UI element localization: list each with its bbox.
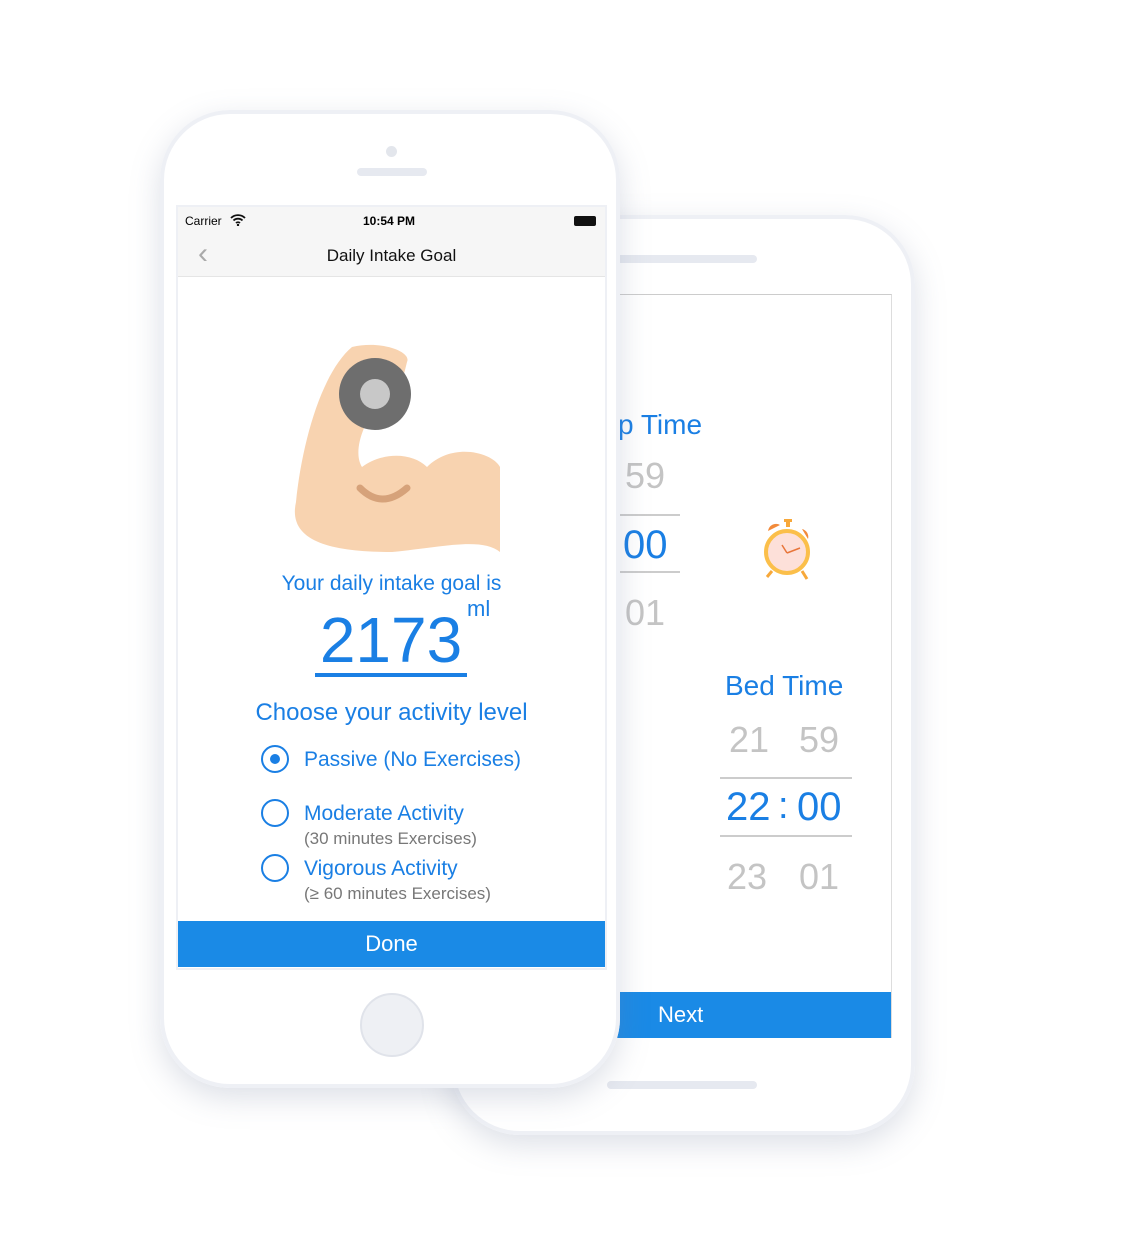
- bed-hour-selected[interactable]: 22: [726, 785, 771, 829]
- radio-button[interactable]: [261, 745, 289, 773]
- option-sublabel: (30 minutes Exercises): [304, 829, 477, 848]
- bed-time-title: Bed Time: [725, 670, 844, 701]
- bed-minute-selected[interactable]: 00: [797, 785, 842, 829]
- goal-underline: [315, 673, 467, 677]
- divider: [612, 571, 680, 573]
- nav-bar: ‹ Daily Intake Goal: [178, 235, 605, 277]
- wake-minute-next[interactable]: 01: [625, 592, 666, 633]
- home-button[interactable]: [360, 993, 424, 1057]
- bed-hour-prev[interactable]: 21: [729, 719, 770, 760]
- alarm-clock-icon: [764, 519, 810, 580]
- goal-value[interactable]: 2173: [319, 604, 463, 676]
- option-label: Moderate Activity: [304, 802, 464, 825]
- carrier: Carrier: [185, 214, 222, 228]
- divider: [720, 835, 852, 837]
- option-label: Vigorous Activity: [304, 857, 458, 880]
- wifi-icon: [230, 214, 246, 226]
- divider: [720, 777, 852, 779]
- activity-heading: Choose your activity level: [255, 699, 528, 726]
- clock: 10:54 PM: [363, 214, 416, 228]
- bottom-bar: [607, 1081, 757, 1089]
- wake-minute-prev[interactable]: 59: [625, 455, 666, 496]
- speaker: [607, 255, 757, 263]
- divider: [612, 514, 680, 516]
- camera: [386, 146, 397, 157]
- battery-icon: [574, 216, 596, 226]
- status-bar: Carrier 10:54 PM: [178, 207, 605, 235]
- radio-button[interactable]: [261, 854, 289, 882]
- goal-label: Your daily intake goal is: [281, 572, 502, 595]
- wake-time-title: p Time: [618, 409, 703, 440]
- wake-minute-selected[interactable]: 00: [623, 523, 668, 567]
- back-chevron-icon[interactable]: ‹: [198, 237, 208, 270]
- radio-button[interactable]: [261, 799, 289, 827]
- time-separator: :: [778, 785, 789, 827]
- bed-hour-next[interactable]: 23: [727, 856, 768, 897]
- front-phone: Carrier 10:54 PM ‹ Daily Intake Goal You…: [160, 110, 620, 1088]
- page-title: Daily Intake Goal: [326, 246, 457, 265]
- goal-unit: ml: [467, 596, 491, 621]
- bed-minute-prev[interactable]: 59: [799, 719, 840, 760]
- option-label: Passive (No Exercises): [304, 748, 522, 771]
- flexed-arm-dumbbell-icon: [294, 344, 500, 552]
- option-sublabel: (≥ 60 minutes Exercises): [304, 884, 491, 903]
- next-label: Next: [658, 1002, 704, 1027]
- speaker: [357, 168, 427, 176]
- done-button[interactable]: Done: [178, 921, 605, 967]
- bed-minute-next[interactable]: 01: [799, 856, 840, 897]
- daily-intake-screen: Carrier 10:54 PM ‹ Daily Intake Goal You…: [178, 207, 605, 968]
